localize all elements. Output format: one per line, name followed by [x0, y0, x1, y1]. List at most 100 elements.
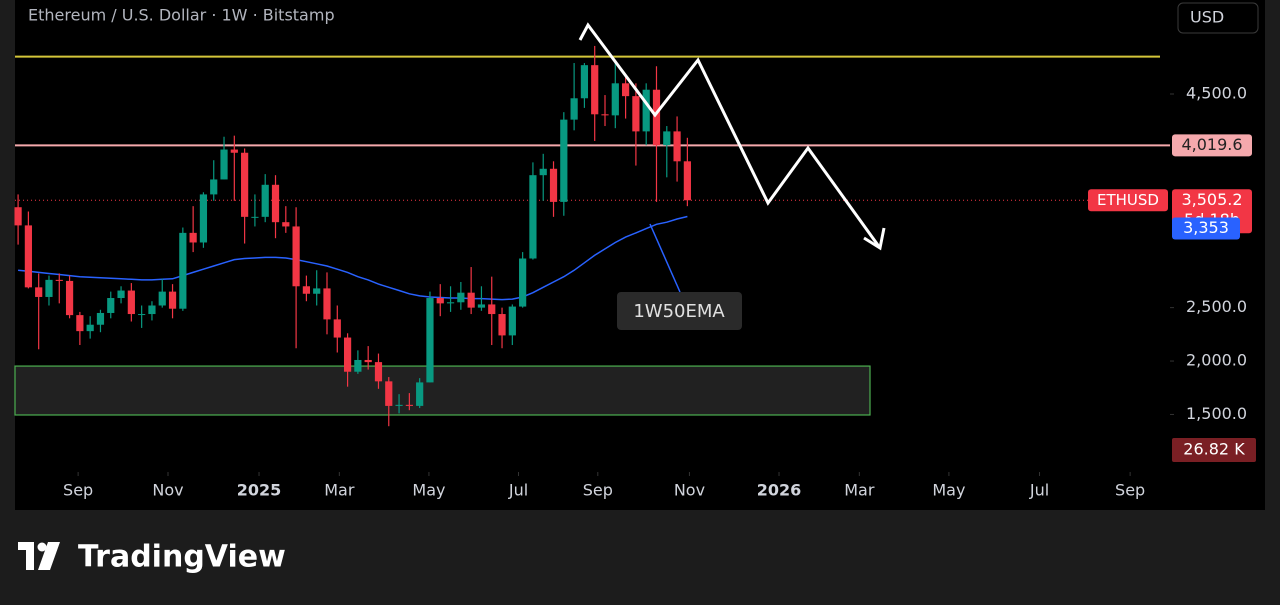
x-tick-label: 2025: [237, 481, 282, 500]
candle-body: [241, 152, 249, 217]
candle-body: [621, 83, 630, 97]
candle-body: [580, 65, 589, 99]
x-tick-label: Mar: [324, 481, 355, 500]
candle-body: [302, 286, 310, 294]
candle-body: [220, 149, 228, 180]
chart-panel: [15, 0, 1265, 510]
candle-body: [76, 315, 84, 332]
candle-body: [107, 298, 115, 313]
candle-body: [45, 279, 53, 297]
x-tick-label: Sep: [583, 481, 613, 500]
brand-logo: [18, 542, 60, 570]
currency-label[interactable]: USD: [1190, 8, 1224, 27]
price-tag: [1172, 134, 1252, 157]
candle-body: [271, 184, 280, 223]
candle-body: [158, 291, 166, 306]
candle-body: [642, 89, 650, 132]
x-tick-label: May: [932, 481, 965, 500]
candle-body: [591, 65, 599, 115]
candle-body: [488, 304, 496, 315]
candle-body: [65, 280, 74, 316]
ema-tag-label: 3,353: [1183, 218, 1229, 237]
candle-body: [251, 216, 259, 218]
candle-body: [14, 207, 22, 226]
candle-body: [343, 337, 352, 372]
volume-tag: [1172, 438, 1256, 462]
candle-body: [179, 232, 187, 309]
candle-body: [168, 291, 177, 309]
candle-body: [498, 314, 506, 336]
annotation-text: 1W50EMA: [633, 301, 725, 322]
candle-body: [364, 359, 372, 363]
price-tag-label: 3,505.2: [1181, 190, 1242, 209]
candle-body: [426, 298, 434, 383]
ema-tag: [1172, 217, 1240, 240]
candle-body: [570, 98, 578, 120]
chart-title: Ethereum / U.S. Dollar · 1W · Bitstamp: [28, 6, 335, 25]
candle-body: [333, 319, 341, 338]
y-tick-label: 2,000.0: [1186, 351, 1247, 370]
brand-name: TradingView: [78, 540, 286, 575]
candle-body: [652, 89, 661, 146]
x-tick-label: 2026: [757, 481, 802, 500]
candle-body: [199, 194, 208, 243]
x-tick-label: Jul: [508, 481, 528, 500]
forecast-drawing: [578, 22, 882, 249]
candle-body: [467, 292, 475, 308]
symbol-tag-label: ETHUSD: [1097, 191, 1159, 209]
candle-body: [539, 168, 547, 176]
candle-body: [683, 161, 691, 201]
candle-body: [673, 131, 681, 162]
volume-tag-label: 26.82 K: [1183, 440, 1245, 459]
x-tick-label: Sep: [63, 481, 93, 500]
x-tick-label: Sep: [1115, 481, 1145, 500]
plot: 4,500.0 2,500.0 2,000.0 1,500.0 Sep Nov 2025 Ma…: [14, 45, 1256, 500]
currency-button[interactable]: [1177, 2, 1259, 34]
candle-body: [354, 359, 362, 372]
candle-body: [405, 404, 413, 406]
candle-body: [313, 288, 321, 294]
candle-body: [96, 312, 105, 325]
candle-body: [632, 96, 640, 132]
candle-body: [138, 314, 146, 316]
forecast-arrowhead: [863, 227, 886, 251]
candle-body: [446, 302, 455, 304]
annotation-box: [617, 292, 742, 330]
candle-body: [210, 179, 218, 195]
x-tick-label: May: [412, 481, 445, 500]
annotation-pointer: [649, 223, 681, 293]
ema-line: [18, 215, 688, 301]
candle-body: [323, 288, 331, 320]
candle-body: [436, 298, 444, 304]
candle-body: [385, 381, 393, 406]
x-tick-label: Nov: [674, 481, 705, 500]
candle-body: [117, 290, 125, 299]
candle-body: [508, 306, 516, 336]
support-zone: [14, 365, 871, 416]
candle-body: [611, 83, 619, 116]
candle-body: [560, 119, 568, 202]
candle-body: [282, 222, 290, 227]
candle-body: [148, 305, 156, 315]
candle-body: [395, 404, 403, 406]
candle-body: [374, 362, 383, 382]
candle-body: [55, 279, 63, 281]
candle-body: [529, 175, 537, 259]
y-tick-label: 1,500.0: [1186, 404, 1247, 423]
price-tag-label: 4,019.6: [1181, 135, 1242, 154]
candle-body: [292, 226, 300, 287]
candle-body: [127, 290, 135, 315]
candle-body: [477, 304, 486, 308]
candle-body: [549, 168, 558, 202]
symbol-tag: [1088, 189, 1168, 212]
candle-body: [457, 292, 465, 303]
x-tick-label: Mar: [844, 481, 875, 500]
candle-body: [189, 232, 197, 243]
candle-body: [24, 225, 32, 288]
candle-body: [663, 131, 671, 146]
candle-body: [601, 114, 609, 116]
candle-body: [35, 287, 43, 297]
candle-body: [519, 258, 527, 307]
y-tick-label: 2,500.0: [1186, 297, 1247, 316]
